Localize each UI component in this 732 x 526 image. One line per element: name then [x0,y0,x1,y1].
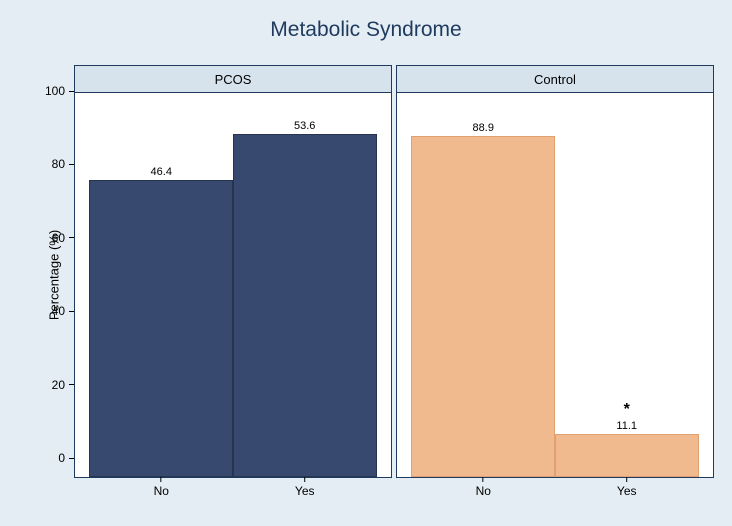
panel-header: PCOS [74,65,392,92]
y-tick-label: 20 [52,378,69,392]
y-tick: 40 [52,304,74,318]
panel-pcos: PCOS46.453.6NoYes [74,65,392,478]
panels-row: PCOS46.453.6NoYesControl88.911.1*NoYes [74,65,714,478]
x-tick-label: No [476,484,491,498]
chart-container: Metabolic Syndrome Percentage (%) 020406… [0,0,732,526]
x-tick-label: Yes [617,484,637,498]
bar-no: 88.9 [411,136,555,477]
panel-control: Control88.911.1*NoYes [396,65,714,478]
bar-value-label: 46.4 [90,166,232,181]
x-tick-label: No [154,484,169,498]
y-tick: 80 [52,157,74,171]
x-tick-mark [626,477,627,482]
bar-no: 46.4 [89,180,233,477]
x-tick: No [476,477,491,498]
chart-title: Metabolic Syndrome [0,18,732,42]
y-tick-label: 0 [58,451,69,465]
bar-yes: 11.1* [555,434,699,477]
y-tick: 60 [52,231,74,245]
y-tick-label: 60 [52,231,69,245]
y-tick: 0 [58,451,74,465]
x-tick-mark [483,477,484,482]
y-tick: 100 [45,84,74,98]
bar-value-label: 88.9 [412,122,554,137]
x-tick: No [154,477,169,498]
x-tick-mark [304,477,305,482]
y-tick-label: 80 [52,157,69,171]
y-tick-label: 100 [45,84,69,98]
y-tick: 20 [52,378,74,392]
x-tick: Yes [617,477,637,498]
y-axis: Percentage (%) 020406080100 [44,91,74,458]
plot-area: 46.453.6NoYes [74,92,392,478]
panel-header: Control [396,65,714,92]
x-ticks: No Yes [75,477,391,497]
x-tick-label: Yes [295,484,315,498]
bar-value-label: 53.6 [234,120,376,135]
bar-yes: 53.6 [233,134,377,477]
y-tick-label: 40 [52,304,69,318]
x-tick: Yes [295,477,315,498]
x-ticks: No Yes [397,477,713,497]
bar-annotation: * [556,401,698,435]
x-tick-mark [161,477,162,482]
plot-area: 88.911.1*NoYes [396,92,714,478]
